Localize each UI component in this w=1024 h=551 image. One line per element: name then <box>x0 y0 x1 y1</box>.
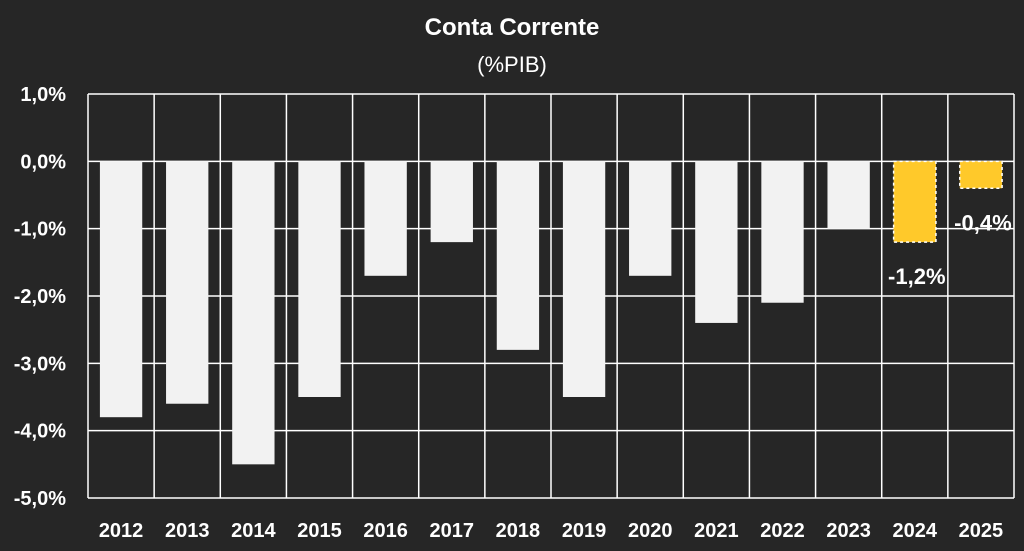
chart-title: Conta Corrente <box>424 14 600 41</box>
bar-2024 <box>892 160 937 243</box>
y-tick-label: -4,0% <box>14 421 66 443</box>
y-tick-label: -5,0% <box>14 488 66 510</box>
x-tick-label: 2014 <box>231 520 276 542</box>
bar-2015 <box>298 161 341 397</box>
bars <box>99 160 1003 465</box>
bar-2018 <box>496 161 540 350</box>
x-tick-label: 2021 <box>694 520 739 542</box>
bar-2013 <box>166 161 209 404</box>
x-tick-label: 2017 <box>430 520 475 542</box>
x-tick-label: 2016 <box>363 520 408 542</box>
x-tick-label: 2024 <box>893 520 938 542</box>
bar-2023 <box>827 161 870 229</box>
x-tick-label: 2020 <box>628 520 673 542</box>
y-tick-label: -2,0% <box>14 286 66 308</box>
y-tick-label: 0,0% <box>20 151 66 173</box>
bar-2022 <box>761 161 804 303</box>
x-tick-label: 2019 <box>562 520 607 542</box>
bar-2014 <box>232 161 275 465</box>
bar-2012 <box>99 161 143 418</box>
x-tick-label: 2022 <box>760 520 805 542</box>
x-tick-label: 2015 <box>297 520 342 542</box>
data-label-2024: -1,2% <box>888 264 945 289</box>
x-tick-label: 2012 <box>99 520 144 542</box>
bar-2017 <box>430 161 473 243</box>
x-axis-tick-labels: 2012 2013 2014 2015 2016 2017 2018 2019 2020 2021… <box>99 520 1003 542</box>
x-tick-label: 2018 <box>496 520 541 542</box>
x-tick-label: 2023 <box>826 520 871 542</box>
data-label-2025: -0,4% <box>954 210 1011 235</box>
x-tick-label: 2025 <box>959 520 1004 542</box>
bar-2016 <box>364 161 407 276</box>
y-tick-label: -1,0% <box>14 219 66 241</box>
x-tick-label: 2013 <box>165 520 210 542</box>
data-labels: -1,2% -0,4% <box>888 210 1012 289</box>
y-axis-tick-labels: 1,0% 0,0% -1,0% -2,0% -3,0% -4,0% -5,0% <box>14 84 66 510</box>
chart-subtitle: (%PIB) <box>477 52 547 77</box>
y-tick-label: 1,0% <box>20 84 66 106</box>
bar-2019 <box>562 161 606 397</box>
bar-2020 <box>629 161 672 276</box>
bar-2025 <box>959 160 1003 190</box>
bar-2021 <box>695 161 738 323</box>
y-tick-label: -3,0% <box>14 353 66 375</box>
grid-lines <box>87 93 1015 499</box>
